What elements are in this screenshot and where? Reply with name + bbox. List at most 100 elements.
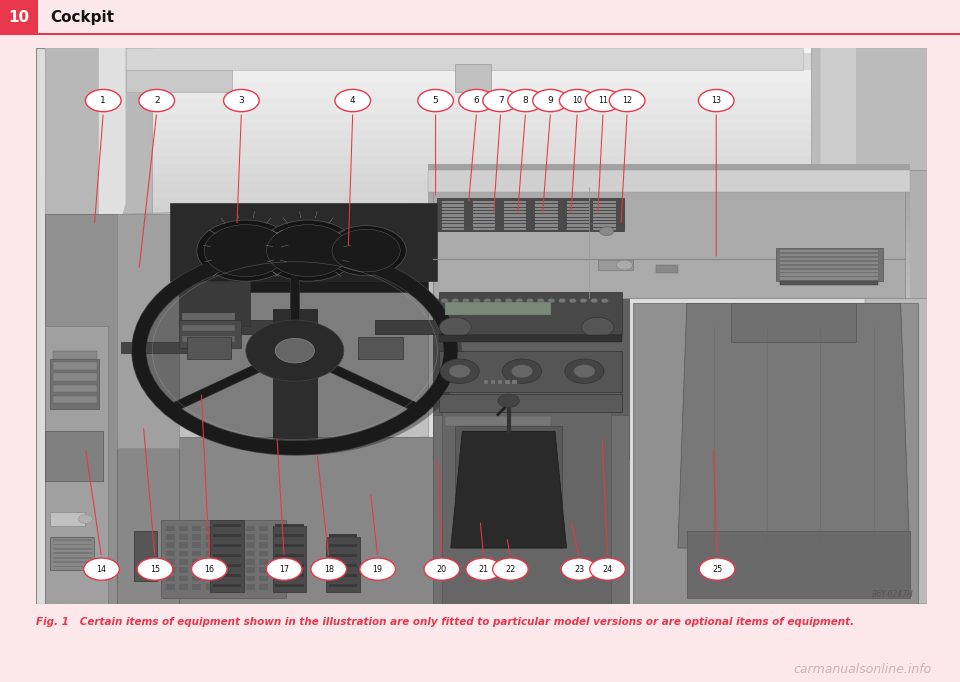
Circle shape xyxy=(483,89,518,112)
Bar xyxy=(166,576,175,581)
Bar xyxy=(276,584,303,587)
Bar xyxy=(179,209,428,293)
Bar xyxy=(536,224,558,226)
Circle shape xyxy=(589,558,625,580)
Circle shape xyxy=(191,558,228,580)
Bar xyxy=(53,552,92,554)
Bar xyxy=(121,342,202,353)
Bar xyxy=(246,542,254,548)
Bar xyxy=(205,551,215,557)
Bar xyxy=(504,214,526,217)
Circle shape xyxy=(580,299,588,303)
Text: 4: 4 xyxy=(350,96,355,105)
Circle shape xyxy=(516,299,523,303)
Circle shape xyxy=(526,299,534,303)
Text: 15: 15 xyxy=(150,565,160,574)
Bar xyxy=(205,542,215,548)
Bar xyxy=(259,584,268,590)
Bar xyxy=(166,567,175,573)
Bar xyxy=(205,559,215,565)
Bar xyxy=(428,231,909,242)
Bar xyxy=(593,224,615,226)
Bar xyxy=(166,559,175,565)
Circle shape xyxy=(332,229,400,272)
Bar xyxy=(45,106,919,115)
Circle shape xyxy=(360,558,396,580)
Circle shape xyxy=(473,299,480,303)
Circle shape xyxy=(139,89,175,112)
Polygon shape xyxy=(45,381,117,604)
Bar xyxy=(442,208,464,210)
Bar xyxy=(504,228,526,230)
Bar xyxy=(53,385,97,392)
Bar xyxy=(273,584,281,590)
Bar xyxy=(273,526,306,593)
Text: 5: 5 xyxy=(433,96,439,105)
Bar xyxy=(181,336,235,342)
Bar xyxy=(433,203,629,459)
Bar xyxy=(259,576,268,581)
Circle shape xyxy=(484,299,491,303)
Polygon shape xyxy=(170,203,438,281)
Bar xyxy=(45,56,919,64)
Circle shape xyxy=(326,226,406,276)
Bar xyxy=(179,559,188,565)
Bar xyxy=(219,584,228,590)
Bar xyxy=(780,258,878,260)
Text: 13: 13 xyxy=(711,96,721,105)
Bar xyxy=(428,170,909,192)
Bar xyxy=(45,198,919,206)
Text: 17: 17 xyxy=(279,565,289,574)
Bar xyxy=(504,211,526,213)
Bar xyxy=(473,201,495,203)
Bar xyxy=(205,567,215,573)
Bar xyxy=(179,542,188,548)
Bar xyxy=(484,380,488,384)
Bar xyxy=(328,533,357,537)
Bar xyxy=(213,584,241,587)
Bar xyxy=(53,396,97,404)
Bar xyxy=(53,539,92,541)
Bar xyxy=(473,208,495,210)
Bar xyxy=(45,181,919,190)
Bar xyxy=(686,531,909,598)
Text: 10: 10 xyxy=(9,10,30,25)
Text: 14: 14 xyxy=(97,565,107,574)
Circle shape xyxy=(137,558,173,580)
Bar xyxy=(442,205,464,207)
Bar xyxy=(358,337,403,359)
Bar xyxy=(259,567,268,573)
Bar xyxy=(259,534,268,539)
Bar xyxy=(442,214,464,217)
Circle shape xyxy=(562,558,597,580)
Bar xyxy=(444,302,551,314)
Bar xyxy=(473,224,495,226)
Bar xyxy=(505,380,510,384)
Bar xyxy=(117,437,438,604)
Bar xyxy=(192,542,202,548)
Bar xyxy=(273,542,281,548)
Bar xyxy=(328,574,357,577)
Bar xyxy=(45,89,919,98)
Bar xyxy=(273,551,281,557)
Bar xyxy=(439,394,622,412)
Bar xyxy=(232,534,241,539)
Text: 16: 16 xyxy=(204,565,214,574)
Bar xyxy=(634,303,919,604)
Bar xyxy=(232,567,241,573)
Bar xyxy=(179,281,251,326)
Bar xyxy=(45,53,919,70)
Bar xyxy=(219,526,228,531)
Polygon shape xyxy=(821,48,856,226)
Bar xyxy=(45,48,919,56)
Bar xyxy=(276,554,303,557)
Bar xyxy=(276,574,303,577)
Circle shape xyxy=(505,299,513,303)
Bar xyxy=(328,584,357,587)
Circle shape xyxy=(616,260,633,270)
Bar xyxy=(210,520,244,593)
Circle shape xyxy=(582,317,613,338)
Bar xyxy=(219,534,228,539)
Bar xyxy=(455,64,491,92)
Bar xyxy=(455,426,563,548)
